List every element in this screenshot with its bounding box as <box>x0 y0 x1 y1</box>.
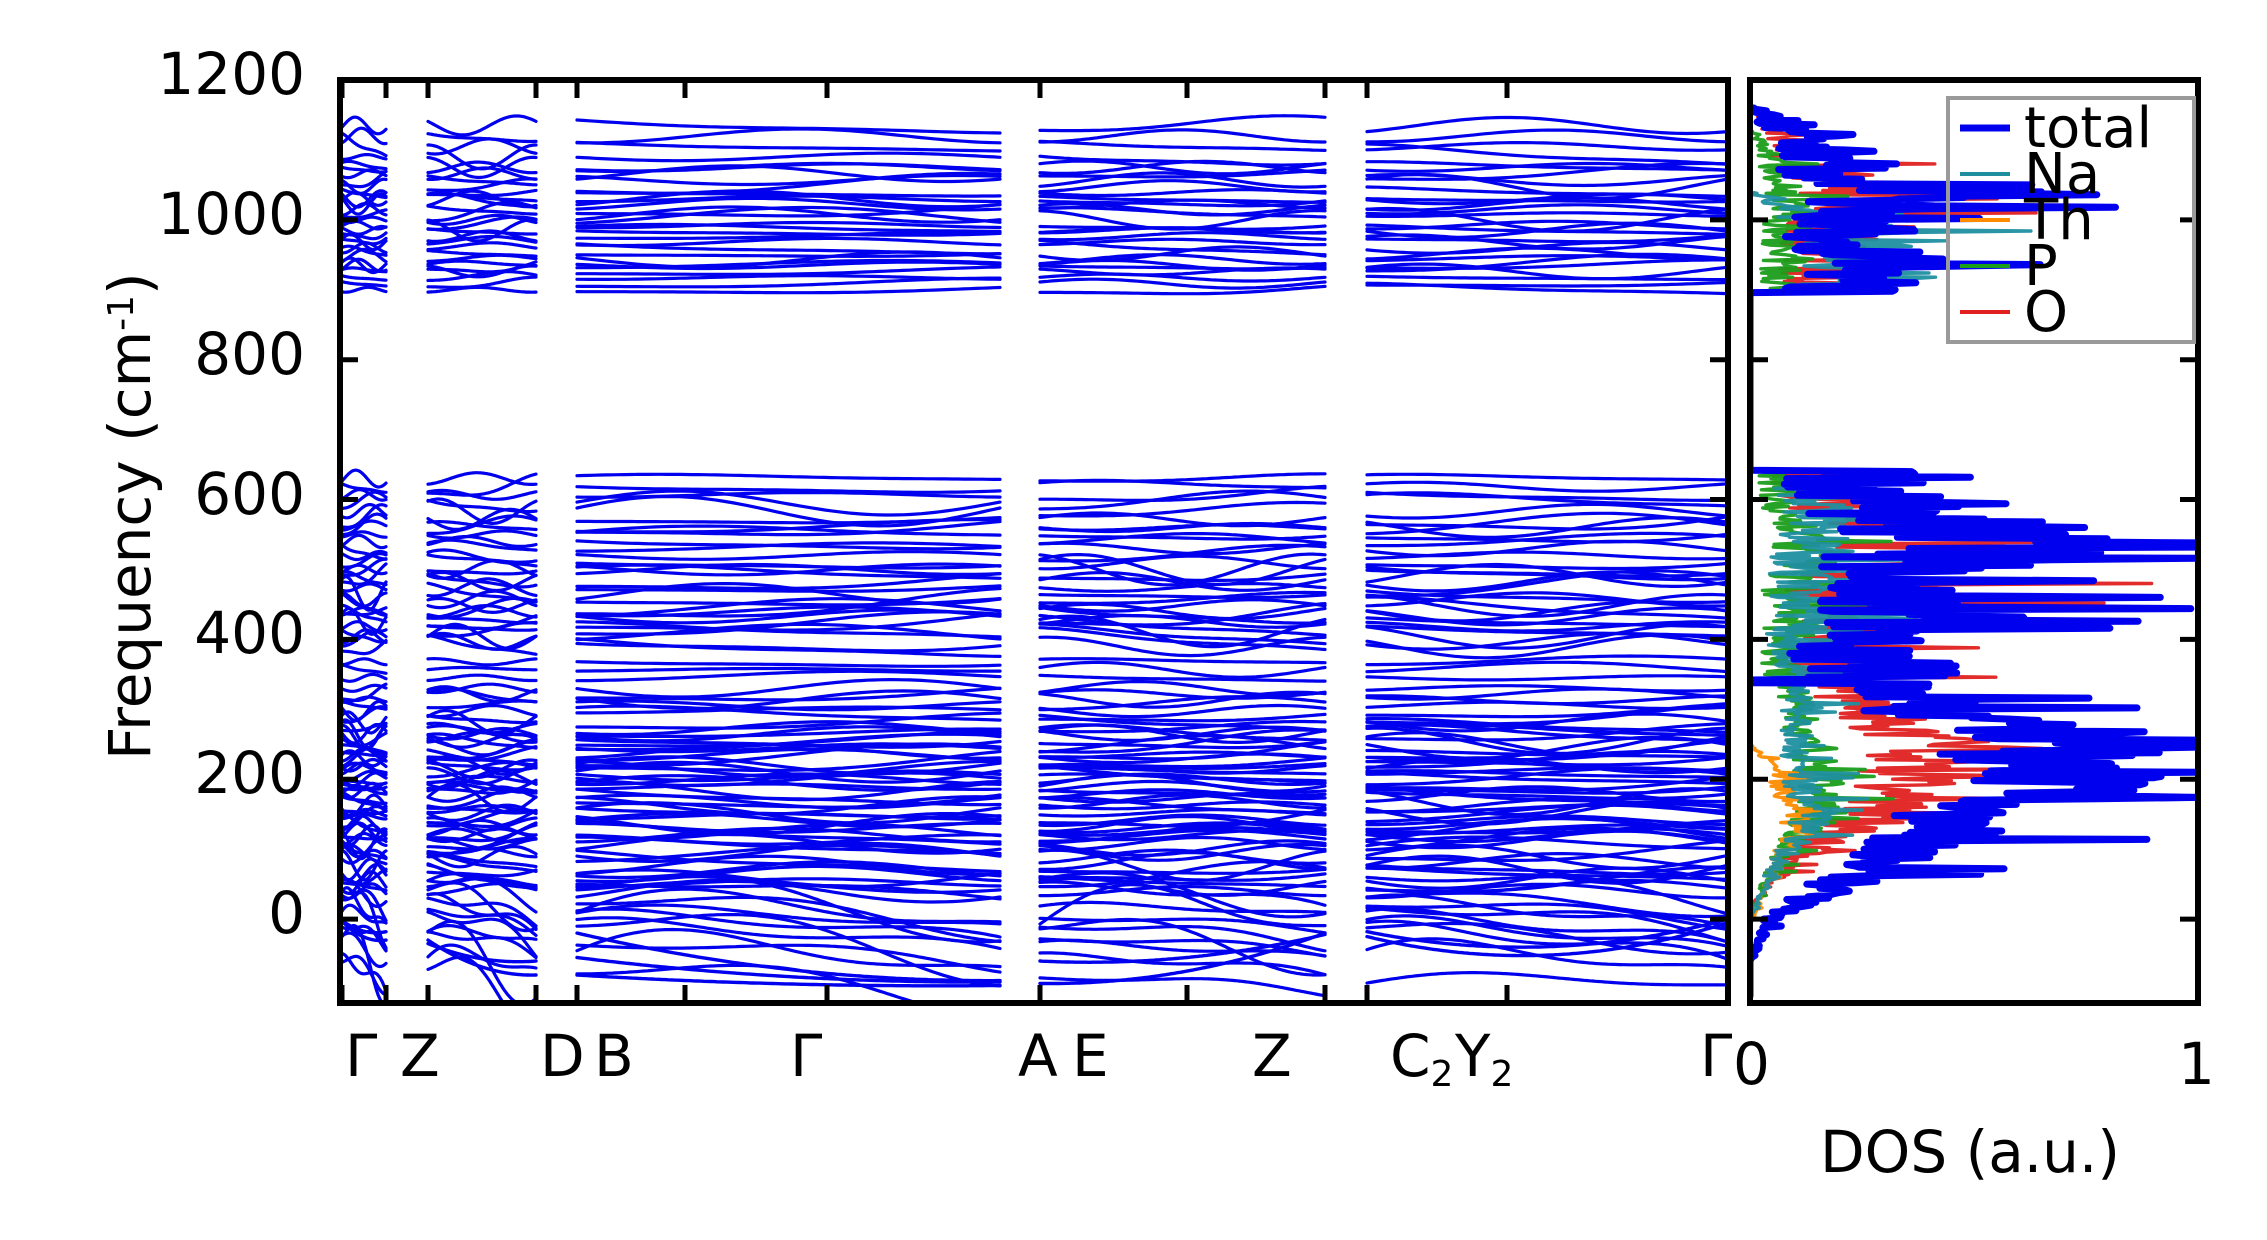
y-tick-label-800: 800 <box>194 319 305 388</box>
x-tick-label-4: Γ <box>790 1022 823 1090</box>
y-tick-label-600: 600 <box>194 459 305 528</box>
x-tick-label-1: Z <box>400 1022 440 1090</box>
y-tick-label-1000: 1000 <box>157 179 305 248</box>
x-tick-label-3: B <box>594 1022 634 1090</box>
x-tick-label-6: E <box>1072 1022 1109 1090</box>
x-tick-label-9: Y2 <box>1455 1022 1514 1096</box>
x-tick-label-5: A <box>1018 1022 1058 1090</box>
band-structure-plot <box>337 77 1731 1006</box>
legend-label-Th: Th <box>2023 188 2094 253</box>
legend-label-total: total <box>2024 96 2152 161</box>
x-tick-label-10: Γ <box>1700 1022 1733 1090</box>
legend-label-P: P <box>2024 234 2058 299</box>
y-tick-label-1200: 1200 <box>157 40 305 108</box>
y-tick-label-200: 200 <box>194 739 305 808</box>
y-tick-label-400: 400 <box>194 599 305 668</box>
x-tick-label-2: D <box>540 1022 585 1090</box>
x-tick-label-0: Γ <box>345 1022 378 1090</box>
y-axis-title-paren: ) <box>96 272 164 296</box>
x-tick-label-7: Z <box>1252 1022 1292 1090</box>
y-axis-title-text: Frequency (cm <box>96 330 164 760</box>
dos-axis-title: DOS (a.u.) <box>1820 1118 2120 1186</box>
dos-xtick-1: 1 <box>2178 1030 2215 1098</box>
dos-xtick-0: 0 <box>1733 1030 1770 1098</box>
x-tick-label-8: C2 <box>1390 1022 1454 1096</box>
legend-label-Na: Na <box>2024 142 2100 207</box>
legend-label-O: O <box>2024 280 2068 345</box>
y-tick-label-0: 0 <box>268 879 305 948</box>
